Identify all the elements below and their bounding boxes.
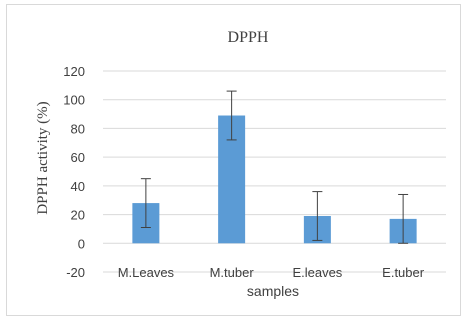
x-tick-label: M.tuber xyxy=(210,265,255,280)
error-bar xyxy=(398,193,409,244)
y-tick-label: 40 xyxy=(71,179,85,194)
error-bar xyxy=(226,90,237,141)
y-axis-label: DPPH activity (%) xyxy=(35,101,51,214)
gridlines xyxy=(103,70,446,273)
chart-title: DPPH xyxy=(228,29,269,46)
y-tick-label: 80 xyxy=(71,121,85,136)
y-tick-label: 0 xyxy=(78,236,85,251)
error-bars xyxy=(140,90,409,244)
y-tick-label: 20 xyxy=(71,208,85,223)
error-bar xyxy=(140,178,151,228)
y-tick-label: 120 xyxy=(63,64,85,79)
error-bar xyxy=(312,191,323,241)
x-tick-label: E.leaves xyxy=(292,265,342,280)
y-tick-label: -20 xyxy=(66,265,85,280)
bars xyxy=(132,115,417,244)
x-axis-label: samples xyxy=(247,283,299,299)
x-tick-label: E.tuber xyxy=(382,265,425,280)
y-tick-label: 100 xyxy=(63,93,85,108)
x-tick-label: M.Leaves xyxy=(118,265,175,280)
y-tick-labels: -20 0 20 40 60 80 100 120 xyxy=(63,64,85,280)
y-tick-label: 60 xyxy=(71,150,85,165)
x-tick-labels: M.Leaves M.tuber E.leaves E.tuber xyxy=(118,265,425,280)
